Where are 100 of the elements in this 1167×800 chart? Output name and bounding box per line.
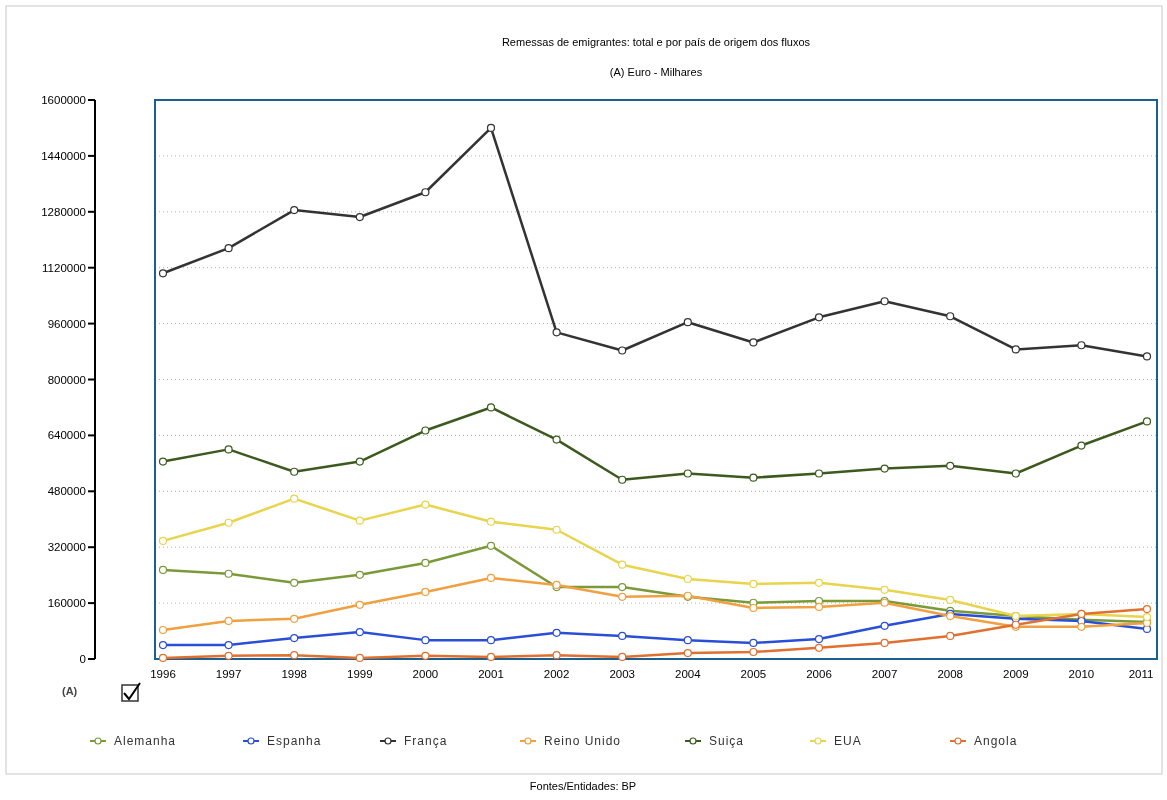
point [618,582,627,592]
legend-label: Angola [974,734,1018,749]
legend-label: Espanha [267,734,322,749]
point [486,541,496,550]
point [749,579,758,588]
point [683,636,692,645]
point [224,445,233,454]
point [1077,622,1086,631]
point [618,475,627,484]
point [683,469,692,478]
point [880,638,889,648]
point [486,123,496,133]
point [618,560,627,569]
point [618,631,627,641]
x-tick-label: 2007 [871,668,898,680]
point [355,628,364,637]
x-tick-label: 2001 [478,668,504,680]
text: Fontes/Entidades: BP [529,780,637,792]
point [683,318,692,327]
point [1142,604,1152,614]
y-tick-label: 800000 [47,373,86,386]
point [421,426,430,435]
point [946,312,955,321]
point [683,574,692,584]
x-tick-label: 2003 [609,668,635,680]
point [355,600,364,609]
y-tick-label: 960000 [47,317,86,330]
legend-label: EUA [834,734,862,749]
point [880,464,889,473]
point [355,516,364,525]
x-tick-label: 2008 [937,668,963,680]
y-tick-label: 480000 [47,485,86,498]
x-tick-label: 2009 [1003,668,1029,680]
point [290,633,299,643]
point [880,297,889,306]
point [814,313,824,322]
point [224,244,233,253]
point [486,517,496,526]
x-tick-label: 2004 [675,668,702,680]
point [749,338,758,347]
point [814,602,824,612]
legend-label: França [404,734,448,749]
x-tick-label: 2005 [740,668,767,680]
point [1011,345,1020,354]
point [421,651,430,660]
point [158,625,168,635]
point [290,651,299,660]
point [421,500,430,509]
y-tick-label: 160000 [47,597,86,610]
point [814,643,824,652]
point [552,435,561,444]
point [618,652,627,661]
point [158,269,168,278]
y-tick-label: 1600000 [41,94,86,107]
point [224,569,233,578]
point [946,461,955,470]
x-tick-label: 2011 [1128,668,1154,680]
point [421,636,430,645]
chart-title: Remessas de emigrantes: total e por país de origem dos fluxos [501,36,811,48]
point [1142,352,1152,361]
y-tick-label: 640000 [47,429,86,442]
point [1077,441,1086,450]
point [552,651,561,660]
point [618,592,627,601]
point [290,467,299,476]
point [224,651,233,660]
point [355,653,364,663]
point [290,494,299,503]
x-tick-label: 1998 [281,668,307,680]
x-tick-label: 2010 [1068,668,1095,680]
point [749,473,758,482]
point [683,648,692,658]
text: (A) [62,685,78,697]
point [158,653,168,663]
point [749,603,758,613]
x-tick-label: 2002 [543,668,570,680]
point [158,565,168,575]
y-tick-label: 0 [79,653,86,666]
point [158,640,168,650]
y-tick-label: 320000 [47,541,86,554]
point [355,212,364,222]
point [486,652,496,661]
legend-label: Alemanha [114,734,177,749]
point [355,570,364,579]
point [421,188,430,197]
point [290,578,299,587]
point [749,638,758,648]
point [946,595,955,605]
point [749,647,758,657]
legend-label: Suiça [709,734,745,749]
point [946,631,955,641]
point [880,585,889,594]
point [290,614,299,623]
point [1142,417,1152,426]
y-tick-label: 1440000 [41,149,86,162]
point [158,457,168,466]
point [290,205,299,215]
point [1142,612,1152,622]
point [355,457,364,466]
point [224,616,233,626]
